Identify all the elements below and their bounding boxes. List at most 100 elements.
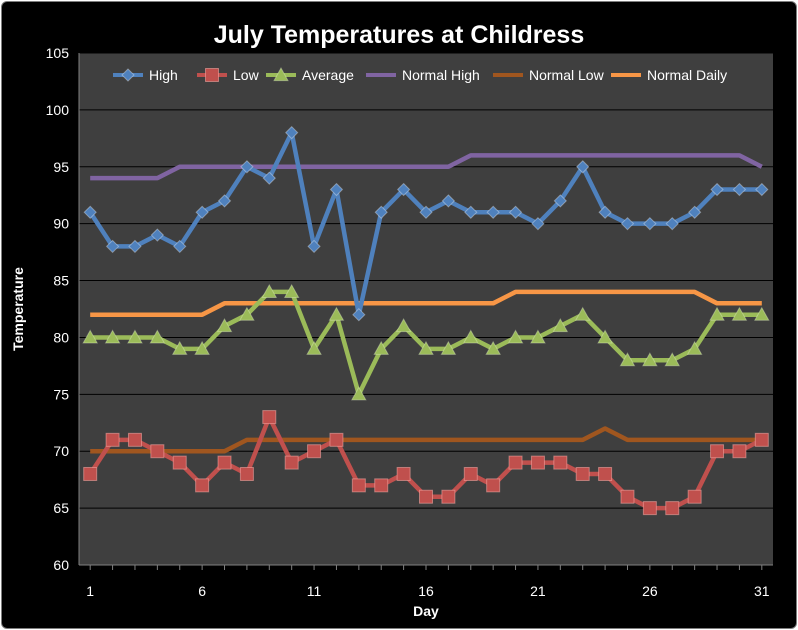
data-point <box>597 329 613 344</box>
series-line <box>90 153 763 181</box>
data-point <box>217 455 232 470</box>
x-tick-label: 26 <box>642 583 658 599</box>
data-point <box>82 329 99 344</box>
data-point <box>687 205 702 219</box>
data-point <box>732 182 747 197</box>
data-point <box>441 194 456 208</box>
x-tick-label: 21 <box>530 583 546 599</box>
data-point <box>508 205 523 219</box>
data-point <box>664 352 681 367</box>
data-point <box>216 318 233 333</box>
data-point <box>419 489 433 504</box>
data-point <box>329 432 344 447</box>
series-high <box>83 125 769 322</box>
legend-entry: Low <box>197 67 260 83</box>
data-point <box>731 306 748 321</box>
data-point <box>128 239 142 254</box>
legend-label: Normal Daily <box>647 67 727 83</box>
data-point <box>642 501 657 516</box>
legend-label: Normal High <box>402 67 480 83</box>
data-point <box>418 340 434 355</box>
data-point <box>665 216 679 231</box>
data-point <box>374 478 389 493</box>
data-point <box>530 455 545 470</box>
data-point <box>105 239 120 254</box>
series-line <box>90 426 762 454</box>
data-point <box>486 205 500 219</box>
data-point <box>350 386 367 401</box>
data-point <box>530 329 546 344</box>
data-point <box>620 489 635 504</box>
data-point <box>396 466 411 481</box>
data-point <box>352 307 366 322</box>
data-point <box>239 306 255 321</box>
y-tick-label: 75 <box>53 386 69 402</box>
legend-entry: Normal Daily <box>611 67 727 83</box>
legend-marker <box>273 66 289 82</box>
data-point <box>195 205 209 219</box>
data-point <box>665 501 680 516</box>
legend-entry: High <box>113 67 178 83</box>
data-point <box>485 340 502 355</box>
y-tick-label: 60 <box>53 557 69 573</box>
data-point <box>687 489 702 504</box>
series-line <box>90 289 762 317</box>
legend-label: Low <box>233 67 260 83</box>
data-point <box>619 352 636 367</box>
y-tick-label: 80 <box>53 329 69 345</box>
data-point <box>755 182 769 197</box>
y-tick-label: 65 <box>53 500 69 516</box>
data-point <box>710 444 725 459</box>
series-layer <box>82 125 770 516</box>
data-point <box>710 182 724 197</box>
x-tick-label: 1 <box>86 583 94 599</box>
data-point <box>262 171 276 185</box>
data-point <box>754 432 769 447</box>
data-point <box>150 444 165 459</box>
data-point <box>83 466 98 481</box>
data-point <box>83 205 97 219</box>
data-point <box>171 340 188 355</box>
data-point <box>149 329 166 344</box>
data-point <box>441 489 456 504</box>
data-point <box>440 340 457 355</box>
legend-marker <box>205 68 219 82</box>
y-tick-label: 90 <box>53 216 69 232</box>
series-normal-low <box>90 426 762 454</box>
legend-entry: Normal Low <box>493 67 605 83</box>
data-point <box>195 478 210 493</box>
data-point <box>262 410 277 425</box>
data-point <box>240 160 254 174</box>
y-tick-label: 95 <box>53 159 69 175</box>
series-normal-high <box>90 153 763 181</box>
data-point <box>374 205 388 219</box>
data-point <box>104 329 121 344</box>
data-point <box>396 182 411 197</box>
data-point <box>329 182 344 197</box>
data-point <box>127 432 142 447</box>
data-point <box>753 306 770 321</box>
data-point <box>419 205 433 219</box>
x-axis-label: Day <box>413 603 439 619</box>
data-point <box>105 432 120 447</box>
legend-label: Average <box>302 67 354 83</box>
data-point <box>127 329 143 344</box>
legend-marker <box>121 68 135 82</box>
data-point <box>239 466 254 481</box>
chart-title: July Temperatures at Childress <box>214 21 585 49</box>
data-point <box>508 455 523 470</box>
data-point <box>462 329 479 344</box>
data-point <box>531 216 545 231</box>
x-tick-label: 16 <box>418 583 434 599</box>
x-tick-label: 6 <box>198 583 206 599</box>
data-point <box>574 306 591 321</box>
data-point <box>686 340 703 355</box>
plot-area <box>79 53 773 565</box>
data-point <box>507 329 524 344</box>
data-point <box>172 455 187 470</box>
data-point <box>553 194 568 208</box>
data-point <box>150 228 165 242</box>
data-point <box>486 478 501 493</box>
